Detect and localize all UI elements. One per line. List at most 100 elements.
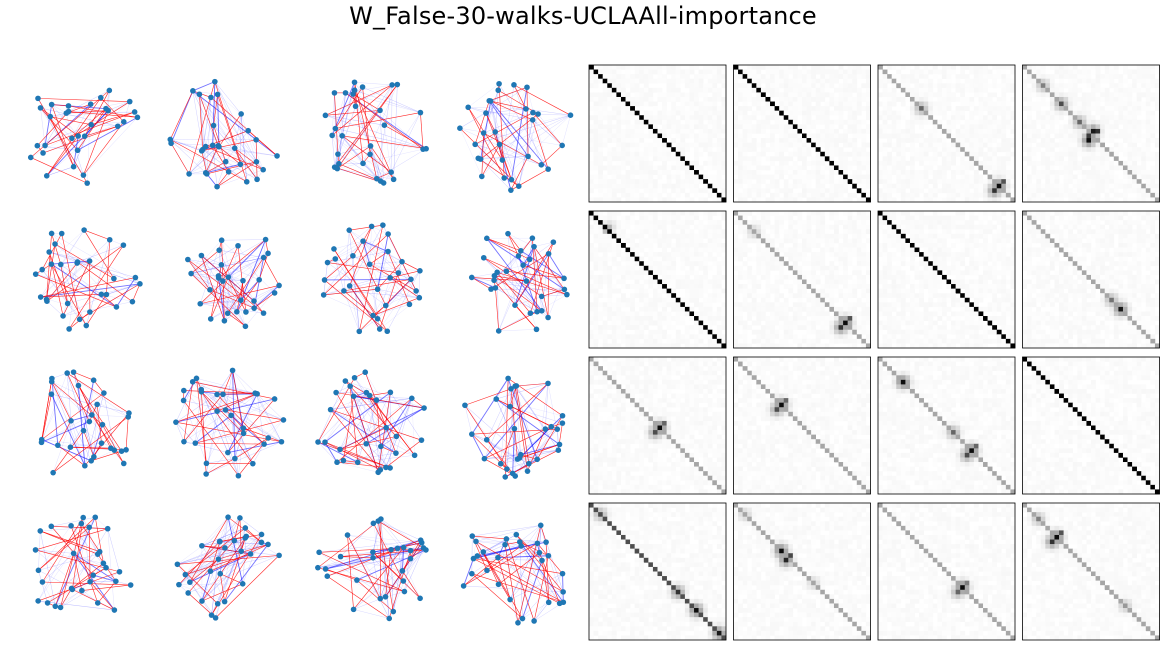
- heatmap-cell: [598, 179, 603, 185]
- heatmap-cell: [774, 197, 780, 203]
- walk-edge: [57, 445, 86, 466]
- heatmap-cell: [838, 188, 844, 194]
- heatmap-cell: [1072, 74, 1078, 79]
- heatmap-cell: [811, 69, 816, 75]
- heatmap-cell: [806, 170, 812, 175]
- heatmap-cell: [955, 106, 961, 111]
- heatmap-cell: [900, 142, 906, 148]
- heatmap-cell: [657, 78, 663, 84]
- walk-edge: [218, 239, 266, 279]
- importance-edge: [475, 144, 542, 166]
- heatmap-cell: [838, 74, 844, 79]
- heatmap-cell: [738, 165, 743, 171]
- graph-node: [35, 95, 41, 102]
- heatmap-cell: [779, 106, 785, 111]
- heatmap-cell: [630, 192, 635, 198]
- heatmap-cell: [747, 138, 753, 143]
- heatmap-cell: [712, 133, 718, 139]
- heatmap-cell: [865, 124, 871, 130]
- heatmap-cell: [1145, 87, 1151, 93]
- heatmap-cell: [643, 115, 649, 121]
- heatmap-cell: [806, 179, 812, 185]
- heatmap-cell: [1031, 106, 1037, 111]
- importance-edge: [395, 398, 413, 454]
- heatmap-cell: [698, 197, 704, 203]
- heatmap-cell: [806, 142, 812, 148]
- heatmap-cell: [891, 142, 897, 148]
- importance-edge: [395, 398, 413, 454]
- heatmap-cell: [909, 192, 915, 198]
- importance-edge: [480, 158, 512, 191]
- importance-edge: [359, 318, 378, 332]
- heatmap-cell: [829, 69, 835, 75]
- heatmap-cell: [712, 83, 718, 89]
- importance-edge: [393, 84, 398, 180]
- importance-edge: [62, 261, 78, 316]
- graph-node: [384, 328, 391, 335]
- heatmap-cell: [625, 115, 631, 121]
- walk-edge: [258, 253, 269, 280]
- heatmap-cell: [747, 96, 753, 102]
- heatmap-cell: [1059, 65, 1064, 70]
- heatmap-cell: [611, 92, 617, 98]
- graph-node: [173, 419, 179, 425]
- heatmap-cell: [652, 179, 658, 185]
- heatmap-cell: [1063, 138, 1069, 143]
- importance-edge: [335, 258, 345, 291]
- heatmap-cell: [833, 151, 839, 157]
- heatmap-cell: [802, 110, 807, 116]
- heatmap-cell: [996, 69, 1002, 75]
- heatmap-cell: [698, 138, 704, 143]
- walk-edge: [349, 285, 380, 330]
- heatmap-cell: [689, 170, 695, 175]
- heatmap-cell: [824, 78, 830, 84]
- heatmap-cell: [716, 147, 722, 153]
- heatmap-cell: [1077, 78, 1083, 84]
- graph-node: [526, 460, 532, 467]
- heatmap-cell: [865, 92, 871, 98]
- importance-edge: [214, 81, 242, 115]
- heatmap-cell: [630, 65, 635, 70]
- heatmap-cell: [765, 156, 771, 162]
- graph-node: [121, 119, 127, 125]
- graph-node: [80, 514, 87, 521]
- walk-edge: [366, 392, 387, 428]
- heatmap-cell: [1031, 74, 1037, 79]
- heatmap-cell: [1132, 74, 1137, 79]
- walk-edge: [472, 535, 507, 540]
- heatmap-cell: [987, 138, 993, 143]
- heatmap-cell: [797, 74, 803, 79]
- heatmap-cell: [919, 69, 924, 75]
- heatmap-cell: [620, 65, 626, 70]
- heatmap-cell: [969, 142, 975, 148]
- graph-node: [208, 94, 214, 101]
- heatmap-cell: [694, 133, 699, 139]
- heatmap-cell: [643, 174, 649, 180]
- walk-edge: [358, 225, 384, 332]
- heatmap-cell: [815, 110, 821, 116]
- heatmap-cell: [1122, 101, 1128, 107]
- heatmap-cell: [946, 192, 952, 198]
- heatmap-cell: [643, 142, 649, 148]
- heatmap-cell: [698, 69, 704, 75]
- heatmap-cell: [756, 160, 762, 166]
- heatmap-cell: [928, 133, 934, 139]
- graph-node: [545, 314, 551, 321]
- heatmap-cell: [1127, 124, 1133, 130]
- heatmap-cell: [792, 183, 798, 189]
- heatmap-cell: [852, 147, 858, 153]
- heatmap-cell: [788, 101, 794, 107]
- heatmap-cell: [1010, 124, 1016, 130]
- heatmap-cell: [941, 179, 947, 185]
- heatmap-cell: [833, 106, 839, 111]
- heatmap-cell: [992, 92, 998, 98]
- heatmap-cell: [983, 115, 988, 121]
- heatmap-cell: [937, 151, 943, 157]
- heatmap-cell: [770, 142, 775, 148]
- heatmap-cell: [630, 128, 635, 134]
- heatmap-cell: [833, 69, 839, 75]
- heatmap-cell: [914, 65, 920, 70]
- heatmap-cell: [616, 78, 622, 84]
- heatmap-cell: [824, 106, 830, 111]
- heatmap-cell: [820, 133, 826, 139]
